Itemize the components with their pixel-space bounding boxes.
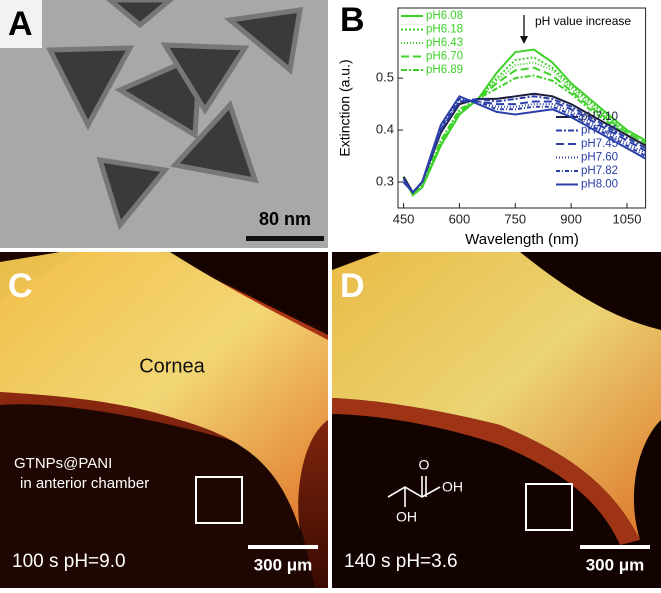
lactic-acid-structure <box>387 476 441 507</box>
panel-a: A 80 nm <box>0 0 328 248</box>
note: in anterior chamber <box>20 475 149 492</box>
x-tick-label: 1050 <box>613 211 642 226</box>
panel-label: C <box>8 267 33 305</box>
x-tick-label: 900 <box>560 211 582 226</box>
region-label: Cornea <box>139 355 205 377</box>
x-tick-label: 450 <box>393 211 415 226</box>
annotation-arrowhead <box>520 36 528 44</box>
y-tick-label: 0.4 <box>376 122 394 137</box>
legend-label: pH6.08 <box>426 10 463 22</box>
caption: 140 s pH=3.6 <box>344 551 458 572</box>
legend-label: pH7.82 <box>581 165 618 177</box>
y-tick-label: 0.3 <box>376 173 394 188</box>
x-tick-label: 750 <box>504 211 526 226</box>
note: GTNPs@PANI <box>14 455 112 472</box>
legend-label: pH6.43 <box>426 37 463 49</box>
scale-bar <box>246 236 324 241</box>
legend-label: pH7.60 <box>581 152 618 164</box>
scale-bar <box>248 545 318 549</box>
x-axis-label: Wavelength (nm) <box>465 231 579 248</box>
y-axis-label: Extinction (a.u.) <box>337 59 353 156</box>
plot-frame <box>397 7 647 209</box>
panel-d: D O OH OH 140 s pH=3.6 300 μm <box>332 252 661 588</box>
legend-label: pH6.70 <box>426 51 463 63</box>
panel-label: A <box>8 5 33 43</box>
panel-c: C Cornea GTNPs@PANI in anterior chamber … <box>0 252 328 588</box>
panel-label: D <box>340 267 365 305</box>
scale-bar <box>580 545 650 549</box>
spectrum-line <box>402 56 647 197</box>
spectrum-line <box>402 48 647 197</box>
roi-box <box>525 483 573 531</box>
roi-box <box>195 476 243 524</box>
scale-bar-label: 80 nm <box>259 209 311 229</box>
legend-label: pH6.89 <box>426 64 463 76</box>
legend-label: pH8.00 <box>581 179 618 191</box>
spectrum-line <box>402 66 647 197</box>
y-tick-label: 0.5 <box>376 70 394 85</box>
scale-bar-label: 300 μm <box>586 555 645 574</box>
legend-label: pH6.18 <box>426 24 463 36</box>
panel-b: B pH value increase Wavelength (nm) Exti… <box>337 1 647 248</box>
legend-label: pH7.10 <box>581 111 618 123</box>
x-tick-label: 600 <box>449 211 471 226</box>
panel-label: B <box>340 1 365 39</box>
nanoprisms <box>45 0 304 231</box>
caption: 100 s pH=9.0 <box>12 551 126 572</box>
atom-label: O <box>419 457 430 473</box>
spectrum-line <box>402 74 647 197</box>
annotation: pH value increase <box>535 14 631 28</box>
atom-label: OH <box>396 509 417 525</box>
spectrum-line <box>402 95 647 194</box>
legend-label: pH7.45 <box>581 138 618 150</box>
scale-bar-label: 300 μm <box>254 555 313 574</box>
atom-label: OH <box>442 479 463 495</box>
